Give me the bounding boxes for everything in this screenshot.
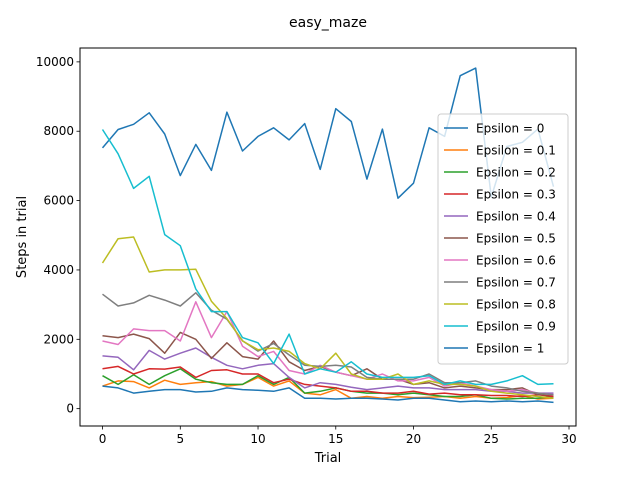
- x-tick-label: 15: [328, 432, 343, 446]
- y-tick-label: 2000: [43, 332, 74, 346]
- y-tick-label: 10000: [36, 55, 74, 69]
- x-tick-label: 5: [176, 432, 184, 446]
- series-line-7: [102, 292, 554, 396]
- series-line-0: [101, 67, 555, 199]
- axes-frame: [79, 47, 577, 427]
- y-tick-label: 6000: [43, 194, 74, 208]
- ticks-layer: 0 5 10 15 20 25 30 0 2000 4000 6000 8000 10000: [36, 55, 577, 446]
- legend-label: Epsilon = 0.5: [476, 232, 556, 246]
- legend-label: Epsilon = 0.2: [476, 166, 556, 180]
- x-tick-label: 30: [561, 432, 576, 446]
- x-tick-label: 0: [99, 432, 107, 446]
- series-line-10: [102, 385, 554, 404]
- series-line-4: [102, 347, 554, 394]
- legend-label: Epsilon = 0.8: [476, 298, 556, 312]
- x-tick-label: 10: [250, 432, 265, 446]
- legend-label: Epsilon = 1: [476, 342, 544, 356]
- legend-label: Epsilon = 0.1: [476, 144, 556, 158]
- x-tick-label: 25: [484, 432, 499, 446]
- series-line-1: [102, 376, 554, 400]
- legend-frame: [437, 113, 569, 365]
- x-axis-label: Trial: [314, 451, 342, 466]
- legend-label: Epsilon = 0.9: [476, 320, 556, 334]
- y-tick-label: 0: [66, 402, 74, 416]
- y-tick-label: 4000: [43, 263, 74, 277]
- y-tick-label: 8000: [43, 124, 74, 138]
- series-line-9: [101, 129, 554, 386]
- legend-label: Epsilon = 0.4: [476, 210, 556, 224]
- legend-label: Epsilon = 0.7: [476, 276, 556, 290]
- y-axis-label: Steps in trial: [15, 196, 30, 278]
- legend-label: Epsilon = 0.3: [476, 188, 556, 202]
- chart-title: easy_maze: [289, 15, 367, 31]
- series-layer: [101, 67, 555, 404]
- series-line-3: [102, 365, 554, 398]
- series-line-8: [101, 236, 554, 400]
- legend-label: Epsilon = 0: [476, 122, 544, 136]
- legend: Epsilon = 0 Epsilon = 0.1 Epsilon = 0.2 Eps…: [437, 113, 569, 365]
- x-tick-label: 20: [406, 432, 421, 446]
- legend-label: Epsilon = 0.6: [476, 254, 556, 268]
